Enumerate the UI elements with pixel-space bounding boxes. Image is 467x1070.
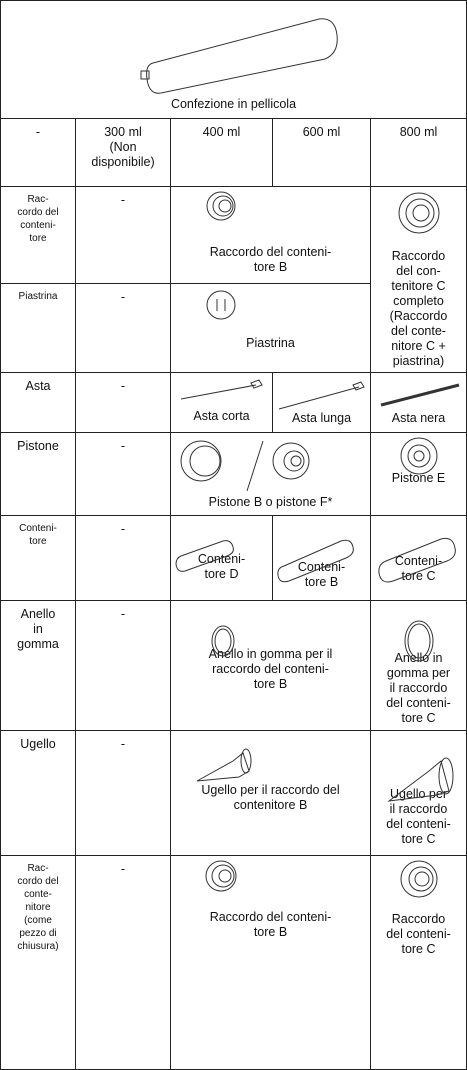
closing-nuts [205, 860, 438, 898]
table-cell: Ugello [1, 731, 76, 856]
nozzles [196, 748, 454, 802]
table-cell: Raccordo del conteni- tore C [371, 856, 467, 1070]
table-cell: - [76, 373, 171, 433]
table-cell: Rac- cordo del conteni- tore [1, 187, 76, 284]
table-cell: Conteni- tore [1, 516, 76, 601]
table-cell: Anello in gomma per il raccordo del cont… [371, 601, 467, 731]
table-cell: Asta lunga [273, 373, 371, 433]
table-cell: Raccordo del conteni- tore B [171, 856, 371, 1070]
plate [206, 290, 236, 320]
rings [211, 620, 434, 662]
table-cell: Ugello per il raccordo del contenitore B [171, 731, 371, 856]
pistons [180, 437, 438, 492]
table-cell: Asta nera [371, 373, 467, 433]
rods [180, 379, 460, 410]
table-cell: Anello in gomma [1, 601, 76, 731]
table-cell: Asta corta [171, 373, 273, 433]
cartridges [175, 537, 456, 583]
table-cell: - [76, 187, 171, 284]
film-pack [140, 18, 338, 94]
table-cell: - [76, 433, 171, 516]
nut-c [398, 192, 440, 234]
nut-b [206, 191, 236, 221]
table-cell: Piastrina [171, 284, 371, 373]
table-cell: - [76, 731, 171, 856]
table-cell: 400 ml [171, 119, 273, 187]
table-cell: Pistone [1, 433, 76, 516]
table-cell: Piastrina [1, 284, 76, 373]
table-cell: - [1, 119, 76, 187]
table-cell: - [76, 601, 171, 731]
table-cell: Anello in gomma per il raccordo del cont… [171, 601, 371, 731]
table-cell: - [76, 516, 171, 601]
table-cell: - [76, 284, 171, 373]
table-cell: Raccordo del conteni- tore B [171, 187, 371, 284]
table-cell: 300 ml (Non disponibile) [76, 119, 171, 187]
table-cell: Asta [1, 373, 76, 433]
table-cell: Pistone B o pistone F* [171, 433, 371, 516]
table-cell: 600 ml [273, 119, 371, 187]
